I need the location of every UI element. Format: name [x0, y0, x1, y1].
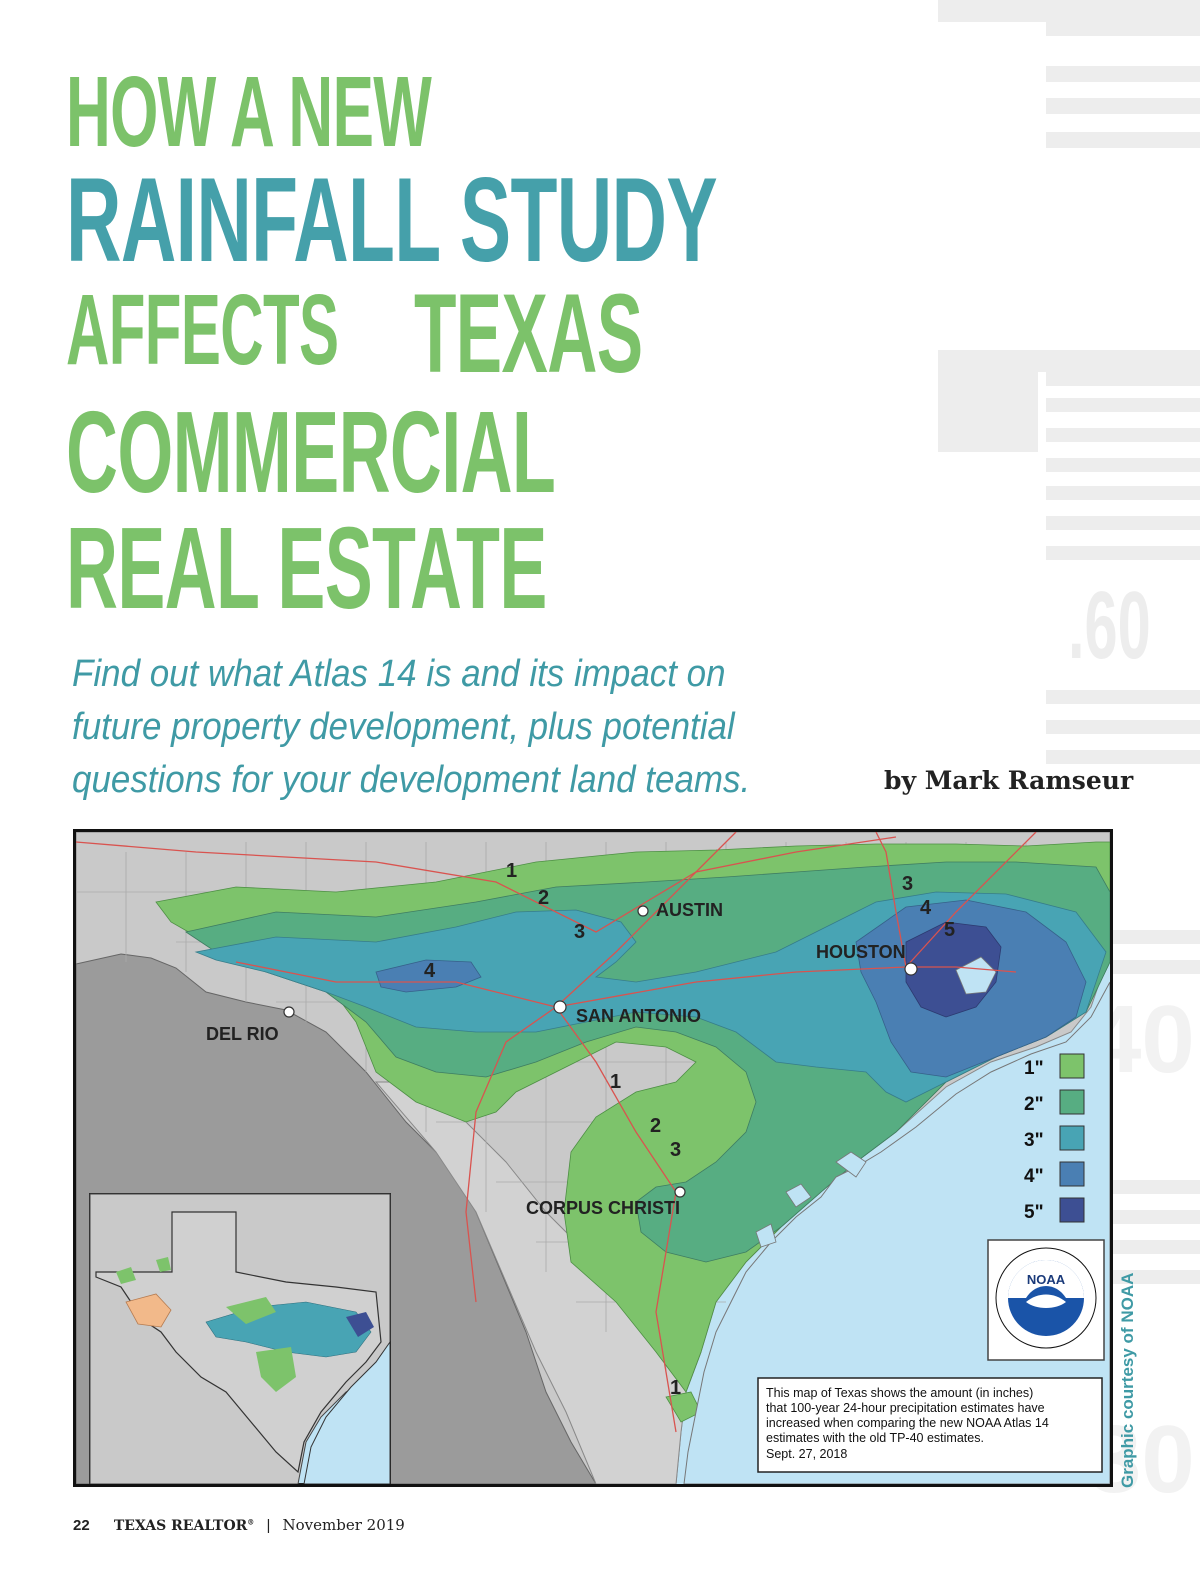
city-marker-austin [637, 905, 649, 917]
headline-line-3b: TEXAS [414, 271, 643, 396]
legend: 1" 2" 3" 4" 5" [1024, 1053, 1085, 1223]
registered-mark: ® [247, 1517, 255, 1527]
contour-label: 4 [920, 897, 932, 919]
ruler-number: .60 [1068, 571, 1151, 678]
city-marker-san-antonio [553, 1000, 567, 1014]
city-label-austin: AUSTIN [656, 900, 723, 920]
deck-line: questions for your development land team… [72, 759, 751, 801]
contour-label: 2 [650, 1115, 661, 1137]
contour-label: 3 [902, 873, 913, 895]
contour-label: 3 [670, 1139, 681, 1161]
legend-swatch [1059, 1125, 1085, 1151]
inset-texas-map [89, 1193, 391, 1484]
rainfall-map: AUSTIN HOUSTON SAN ANTONIO DEL RIO CORPU… [73, 829, 1113, 1487]
headline-line-5: REAL ESTATE [66, 503, 547, 633]
caption-line: estimates with the old TP-40 estimates. [766, 1431, 984, 1445]
contour-label: 1 [506, 860, 517, 882]
legend-label: 1" [1024, 1058, 1044, 1079]
page-number: 22 [73, 1517, 90, 1534]
city-label-del-rio: DEL RIO [206, 1024, 279, 1044]
deck-subtitle: Find out what Atlas 14 is and its impact… [72, 648, 771, 807]
legend-swatch [1059, 1197, 1085, 1223]
headline-line-2: RAINFALL STUDY [66, 153, 718, 287]
caption-line: increased when comparing the new NOAA At… [766, 1416, 1049, 1430]
caption-line: This map of Texas shows the amount (in i… [766, 1386, 1033, 1400]
deck-line: future property development, plus potent… [72, 706, 735, 748]
graphic-credit: Graphic courtesy of NOAA [1118, 1272, 1137, 1488]
legend-swatch [1059, 1089, 1085, 1115]
legend-label: 4" [1024, 1166, 1044, 1187]
magazine-title: TEXAS REALTOR [113, 1518, 248, 1534]
deck-line: Find out what Atlas 14 is and its impact… [72, 653, 726, 695]
headline-line-4: COMMERCIAL [66, 387, 556, 517]
contour-label: 4 [424, 960, 436, 982]
legend-label: 2" [1024, 1094, 1044, 1115]
contour-label: 2 [538, 887, 549, 909]
city-label-corpus-christi: CORPUS CHRISTI [526, 1198, 680, 1218]
footer-separator: | [266, 1517, 271, 1534]
map-illustration: AUSTIN HOUSTON SAN ANTONIO DEL RIO CORPU… [76, 832, 1110, 1484]
city-marker-del-rio [283, 1006, 295, 1018]
contour-label: 1 [610, 1071, 621, 1093]
page-footer: 22 TEXAS REALTOR® | November 2019 [73, 1516, 405, 1534]
city-label-san-antonio: SAN ANTONIO [576, 1006, 701, 1026]
caption-line: Sept. 27, 2018 [766, 1447, 847, 1461]
noaa-logo: NOAA [987, 1239, 1105, 1361]
contour-label: 3 [574, 921, 585, 943]
city-label-houston: HOUSTON [816, 942, 906, 962]
legend-swatch [1059, 1161, 1085, 1187]
city-marker-corpus-christi [674, 1186, 686, 1198]
headline-line-1: HOW A NEW [66, 56, 432, 168]
contour-label: 5 [944, 919, 955, 941]
headline-line-3a: AFFECTS [66, 274, 339, 386]
issue-date: November 2019 [282, 1516, 405, 1534]
map-caption: This map of Texas shows the amount (in i… [757, 1377, 1103, 1473]
legend-label: 5" [1024, 1202, 1044, 1223]
legend-swatch [1059, 1053, 1085, 1079]
city-marker-houston [904, 962, 918, 976]
caption-line: that 100-year 24-hour precipitation esti… [766, 1401, 1045, 1415]
contour-label: 1 [670, 1377, 681, 1399]
decorative-ruler: .60 40 30 [938, 0, 1200, 1513]
magazine-name: TEXAS REALTOR® [113, 1517, 255, 1534]
byline: by Mark Ramseur [884, 766, 1134, 795]
noaa-logo-text: NOAA [1027, 1272, 1066, 1287]
legend-label: 3" [1024, 1130, 1044, 1151]
